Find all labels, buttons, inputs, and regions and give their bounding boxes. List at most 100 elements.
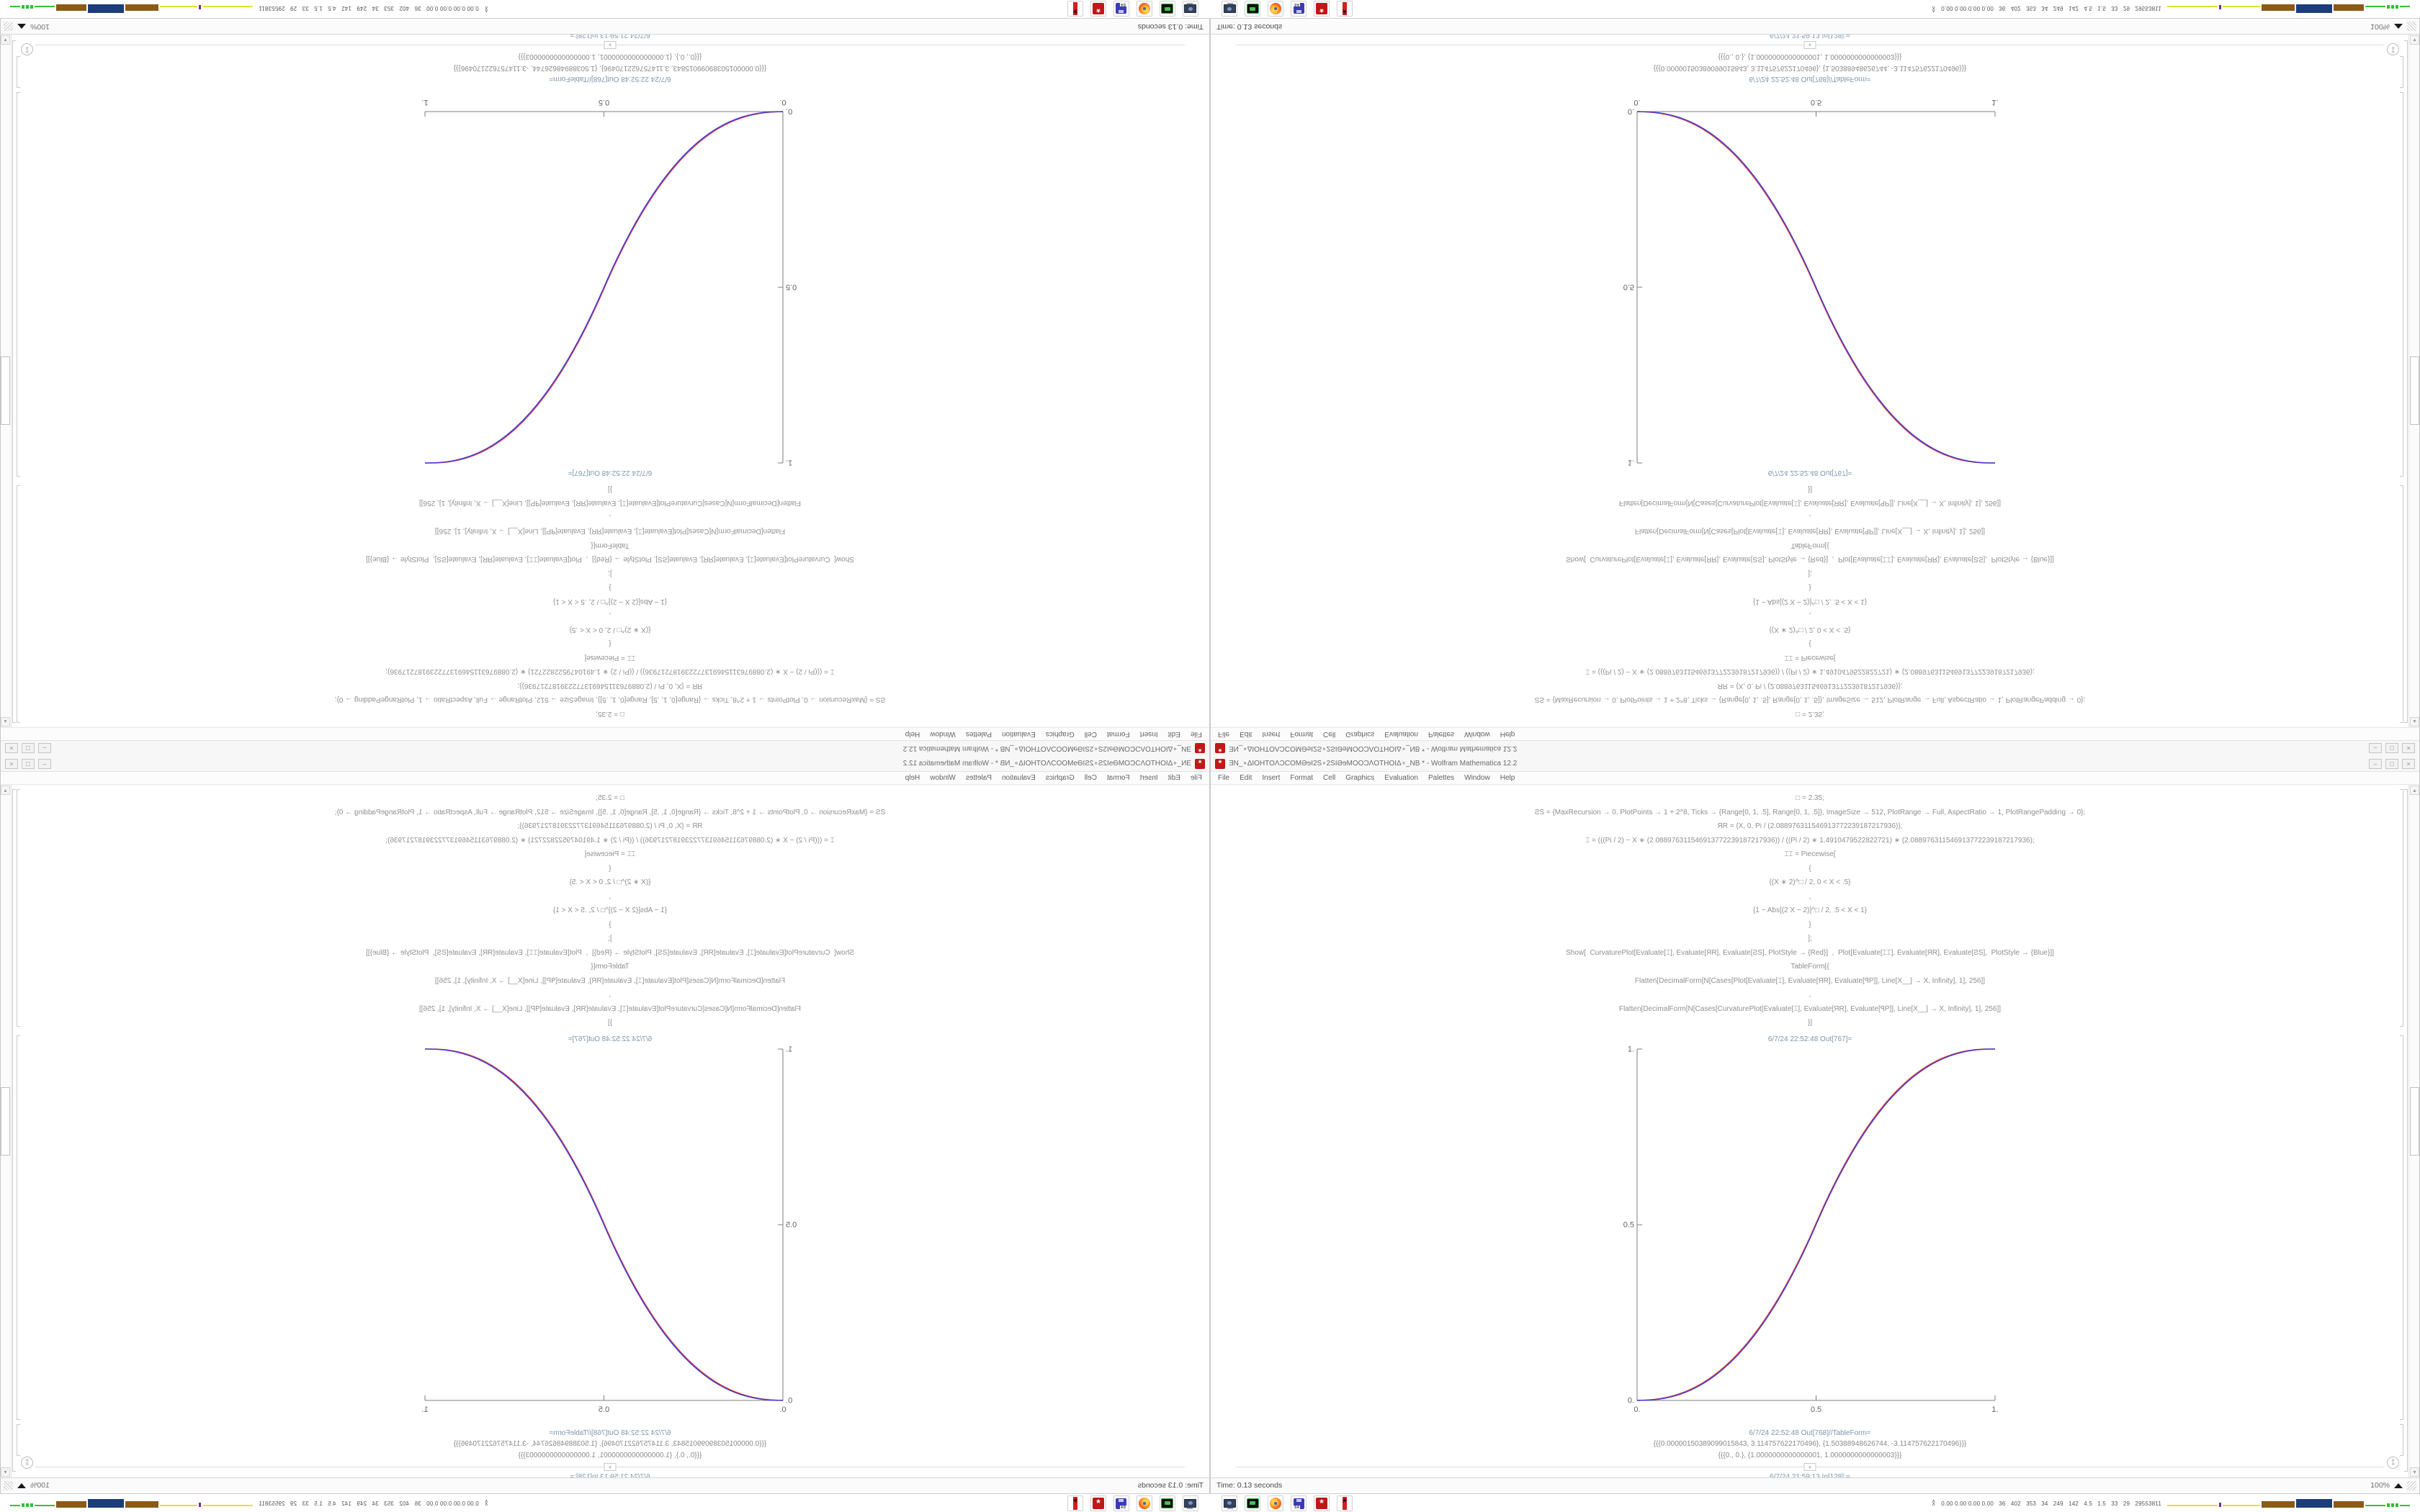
- menu-help[interactable]: Help: [1500, 730, 1515, 738]
- code-line[interactable]: ⌶⌶ = Piecewise[: [584, 654, 636, 662]
- code-line[interactable]: }]: [607, 485, 613, 493]
- code-line[interactable]: Flatten[DecimalForm[N[Cases[Plot[Evaluat…: [434, 527, 786, 536]
- menu-cell[interactable]: Cell: [1084, 774, 1097, 782]
- cell-insertion-bar[interactable]: +: [1235, 40, 2385, 50]
- resize-grip-icon[interactable]: [4, 22, 13, 32]
- menu-insert[interactable]: Insert: [1262, 730, 1281, 738]
- scroll-up-button[interactable]: ▴: [1, 786, 10, 795]
- mathematica-icon[interactable]: *: [1090, 1495, 1106, 1511]
- menu-edit[interactable]: Edit: [1168, 730, 1180, 738]
- input-cell[interactable]: □ = 2.35; ƧS = {MaxRecursion → 0, PlotPoi…: [35, 785, 1185, 1030]
- table-cell-bracket[interactable]: [2400, 1424, 2403, 1456]
- floppy-64-icon[interactable]: 64: [1113, 1495, 1129, 1511]
- notebook-content[interactable]: □ = 2.35; ƧS = {MaxRecursion → 0, PlotPoi…: [1211, 35, 2419, 727]
- code-line[interactable]: {: [1809, 639, 1811, 648]
- code-line[interactable]: ,: [609, 611, 611, 620]
- close-button[interactable]: ×: [5, 758, 18, 769]
- firefox-icon[interactable]: [1268, 1, 1283, 17]
- input-cell-bracket[interactable]: [17, 485, 20, 723]
- scroll-jump-circle-icon[interactable]: [21, 43, 33, 55]
- add-cell-button[interactable]: +: [1803, 1462, 1816, 1471]
- code-line[interactable]: Flatten[DecimalForm[N[Cases[CurvaturePlo…: [1618, 1004, 2002, 1013]
- menu-format[interactable]: Format: [1290, 730, 1314, 738]
- scroll-down-button[interactable]: ▾: [1, 35, 10, 45]
- close-button[interactable]: ×: [2402, 743, 2415, 754]
- window-titlebar[interactable]: * ƎN_∘ΔIOHTOΛƆCOMƏɘI2S∘2SIƏɘMOOƆΛOTHOIΔ∘…: [1211, 740, 2419, 756]
- table-cell-bracket[interactable]: [17, 56, 20, 88]
- magnification-dropdown-icon[interactable]: [17, 24, 26, 30]
- menu-insert[interactable]: Insert: [1139, 730, 1158, 738]
- menu-evaluation[interactable]: Evaluation: [1002, 730, 1036, 738]
- code-line[interactable]: ];: [1808, 570, 1812, 577]
- scrollbar-thumb[interactable]: [2410, 356, 2419, 425]
- code-line[interactable]: ЯR = {X, 0, Pi / (2.08897631154691377223…: [517, 822, 703, 830]
- menu-edit[interactable]: Edit: [1240, 774, 1252, 782]
- magnification-dropdown-icon[interactable]: [2394, 24, 2403, 30]
- menu-graphics[interactable]: Graphics: [1045, 730, 1075, 738]
- code-line[interactable]: {: [1809, 864, 1811, 873]
- menu-edit[interactable]: Edit: [1168, 774, 1180, 782]
- code-line[interactable]: }]: [607, 1019, 613, 1027]
- minimize-button[interactable]: –: [38, 758, 51, 769]
- vertical-scrollbar[interactable]: ▴ ▾: [1, 785, 12, 1477]
- code-line[interactable]: ,: [609, 513, 611, 521]
- cell-group-bracket[interactable]: [12, 789, 16, 1472]
- code-line[interactable]: Flatten[DecimalForm[N[Cases[CurvaturePlo…: [418, 1004, 802, 1013]
- minimize-button[interactable]: –: [38, 743, 51, 754]
- expand-chevron-icon[interactable]: ∧ ∧: [484, 1499, 488, 1507]
- magnification-value[interactable]: 100%: [30, 22, 50, 31]
- scroll-up-button[interactable]: ▴: [2410, 717, 2419, 726]
- cell-insertion-bar[interactable]: +: [35, 40, 1185, 50]
- plot-cell-bracket[interactable]: [17, 1035, 20, 1420]
- magnification-dropdown-icon[interactable]: [17, 1482, 26, 1488]
- maximize-button[interactable]: □: [2385, 743, 2398, 754]
- code-line[interactable]: {(X ∗ 2)^□ / 2, 0 < X < .5}: [569, 626, 651, 634]
- menu-graphics[interactable]: Graphics: [1045, 774, 1075, 782]
- floppy-64-icon[interactable]: 64: [1113, 1, 1129, 17]
- firefox-icon[interactable]: [1137, 1495, 1152, 1511]
- code-line[interactable]: {: [609, 639, 611, 648]
- code-line[interactable]: ,: [1809, 611, 1811, 620]
- plot-cell-bracket[interactable]: [2400, 92, 2403, 477]
- display-settings-icon[interactable]: [1183, 1, 1198, 17]
- menu-cell[interactable]: Cell: [1323, 774, 1336, 782]
- menu-file[interactable]: File: [1190, 774, 1202, 782]
- menu-palettes[interactable]: Palettes: [1428, 730, 1455, 738]
- add-cell-button[interactable]: +: [604, 41, 617, 50]
- notebook-content[interactable]: □ = 2.35; ƧS = {MaxRecursion → 0, PlotPoi…: [1, 35, 1209, 727]
- scroll-up-button[interactable]: ▴: [2410, 786, 2419, 795]
- code-line[interactable]: Flatten[DecimalForm[N[Cases[Plot[Evaluat…: [1634, 527, 1986, 536]
- code-line[interactable]: ,: [609, 892, 611, 901]
- firefox-icon[interactable]: [1137, 1, 1152, 17]
- scrollbar-thumb[interactable]: [2410, 1087, 2419, 1156]
- code-line[interactable]: ⌶ = (((Pi / 2) − X ∗ (2.0889763115469137…: [1585, 667, 2035, 676]
- menu-help[interactable]: Help: [1500, 774, 1515, 782]
- code-line[interactable]: ⌶⌶ = Piecewise[: [1784, 654, 1836, 662]
- code-line[interactable]: □ = 2.35;: [1796, 710, 1824, 718]
- code-line[interactable]: {1 − Abs[(2 X − 2)]^□ / 2, .5 < X < 1}: [1752, 598, 1868, 606]
- notebook-content[interactable]: □ = 2.35; ƧS = {MaxRecursion → 0, PlotPoi…: [1, 785, 1209, 1477]
- mathematica-alt-icon[interactable]: *: [1337, 1, 1353, 17]
- mathematica-icon[interactable]: *: [1090, 1, 1106, 17]
- scroll-down-button[interactable]: ▾: [2410, 35, 2419, 45]
- mathematica-alt-icon[interactable]: *: [1067, 1495, 1083, 1511]
- code-line[interactable]: ,: [1809, 892, 1811, 901]
- window-titlebar[interactable]: * ƎN_∘ΔIOHTOΛƆCOMƏɘI2S∘2SIƏɘMOOƆΛOTHOIΔ∘…: [1211, 756, 2419, 772]
- floppy-64-icon[interactable]: 64: [1291, 1, 1307, 17]
- code-line[interactable]: TableForm[{: [1791, 963, 1829, 971]
- menu-evaluation[interactable]: Evaluation: [1384, 774, 1418, 782]
- magnification-dropdown-icon[interactable]: [2394, 1482, 2403, 1488]
- terminal-icon[interactable]: [1160, 1, 1175, 17]
- menu-palettes[interactable]: Palettes: [965, 774, 992, 782]
- cell-insertion-bar[interactable]: +: [1235, 1462, 2385, 1472]
- cell-insertion-bar[interactable]: +: [35, 1462, 1185, 1472]
- minimize-button[interactable]: –: [2369, 758, 2382, 769]
- code-line[interactable]: □ = 2.35;: [1796, 794, 1824, 802]
- code-line[interactable]: }]: [1807, 1019, 1813, 1027]
- menu-cell[interactable]: Cell: [1084, 730, 1097, 738]
- vertical-scrollbar[interactable]: ▴ ▾: [2408, 35, 2419, 727]
- maximize-button[interactable]: □: [22, 743, 35, 754]
- scroll-jump-circle-icon[interactable]: [2387, 43, 2399, 55]
- close-button[interactable]: ×: [2402, 758, 2415, 769]
- input-cell[interactable]: □ = 2.35; ƧS = {MaxRecursion → 0, PlotPoi…: [35, 482, 1185, 728]
